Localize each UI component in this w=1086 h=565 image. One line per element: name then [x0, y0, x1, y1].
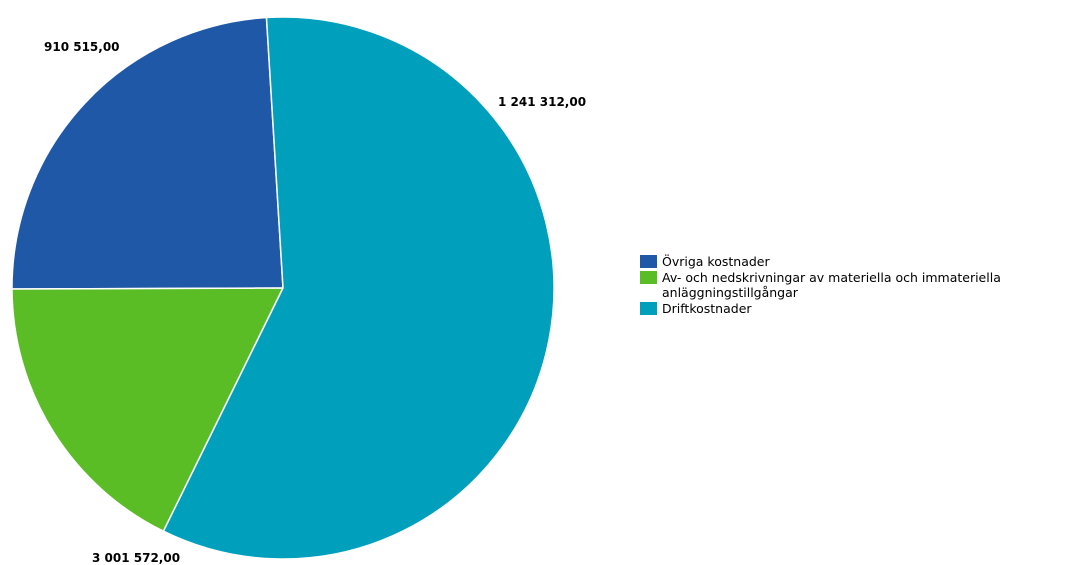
- pie-slice-ovriga-kostnader: [11, 16, 284, 290]
- legend-item-ovriga-kostnader: Övriga kostnader: [640, 254, 1086, 269]
- pie-slices: [11, 16, 555, 560]
- data-label-driftkostnader: 3 001 572,00: [92, 551, 180, 565]
- legend-label-avskrivningar: Av- och nedskrivningar av materiella och…: [662, 270, 1001, 300]
- legend-label-ovriga-kostnader: Övriga kostnader: [662, 254, 770, 269]
- legend-swatch-driftkostnader: [640, 302, 657, 315]
- legend-label-driftkostnader: Driftkostnader: [662, 301, 752, 316]
- pie-chart: 1 241 312,00 910 515,00 3 001 572,00: [11, 16, 586, 565]
- pie-data-labels: 1 241 312,00 910 515,00 3 001 572,00: [44, 40, 586, 565]
- legend-swatch-avskrivningar: [640, 271, 657, 284]
- legend: Övriga kostnader Av- och nedskrivningar …: [640, 254, 1086, 317]
- data-label-ovriga-kostnader: 1 241 312,00: [498, 95, 586, 109]
- legend-item-driftkostnader: Driftkostnader: [640, 301, 1086, 316]
- pie-slice-driftkostnader: [162, 16, 555, 560]
- pie-slice-avskrivningar: [11, 287, 285, 533]
- legend-swatch-ovriga-kostnader: [640, 255, 657, 268]
- legend-item-avskrivningar: Av- och nedskrivningar av materiella och…: [640, 270, 1086, 300]
- data-label-avskrivningar: 910 515,00: [44, 40, 120, 54]
